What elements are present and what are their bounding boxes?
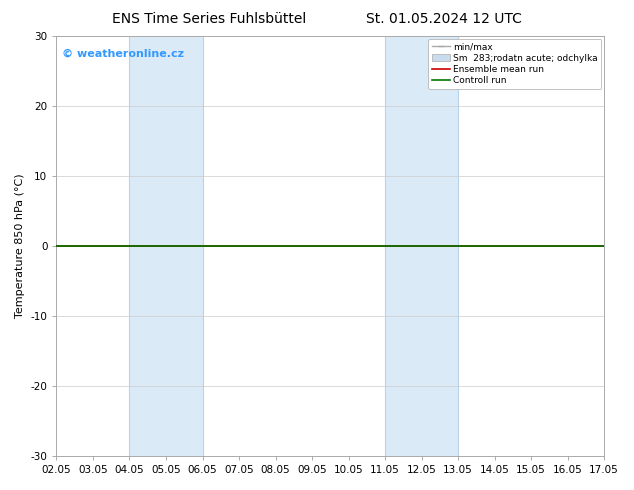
Legend: min/max, Sm  283;rodatn acute; odchylka, Ensemble mean run, Controll run: min/max, Sm 283;rodatn acute; odchylka, … xyxy=(428,39,602,89)
Text: ENS Time Series Fuhlsbüttel: ENS Time Series Fuhlsbüttel xyxy=(112,12,306,26)
Text: © weatheronline.cz: © weatheronline.cz xyxy=(62,49,184,59)
Text: St. 01.05.2024 12 UTC: St. 01.05.2024 12 UTC xyxy=(366,12,522,26)
Bar xyxy=(129,36,202,456)
Bar xyxy=(385,36,458,456)
Y-axis label: Temperature 850 hPa (°C): Temperature 850 hPa (°C) xyxy=(15,174,25,318)
